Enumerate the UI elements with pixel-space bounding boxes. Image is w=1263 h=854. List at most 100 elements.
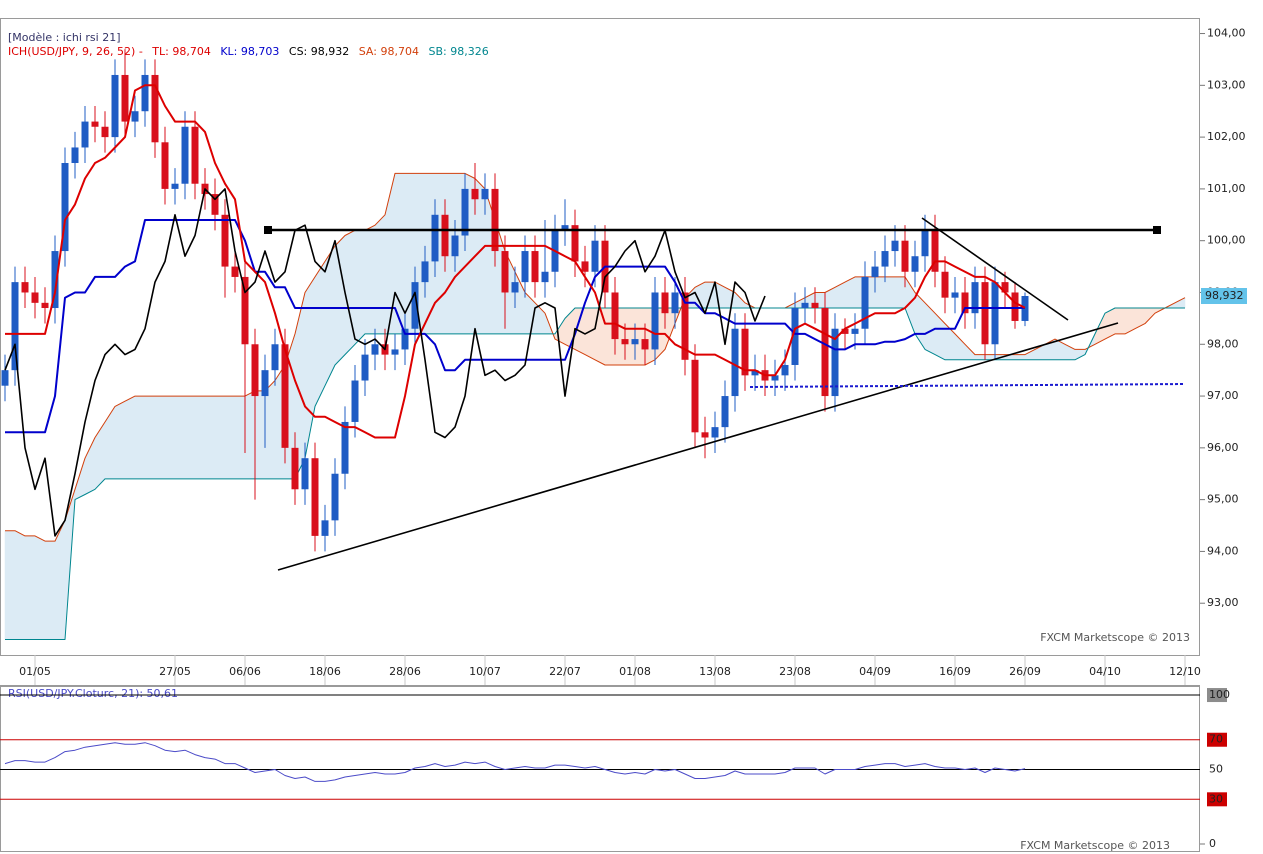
x-tick-label: 04/10 [1089,665,1121,678]
candle-body [901,240,909,272]
y-tick-label: 96,00 [1207,441,1239,454]
cloud-fill [374,214,386,335]
y-tick-label: 70 [1209,733,1223,746]
dotted-level [749,383,1186,388]
candle-body [951,292,959,298]
candle-body [751,370,759,376]
candle-body [11,282,19,371]
x-tick-label: 26/09 [1009,665,1041,678]
x-tick-label: 22/07 [549,665,581,678]
cloud-fill [214,395,226,480]
cloud-fill [894,276,906,309]
tick-box [1207,732,1227,747]
cloud-fill [244,390,256,480]
candle-body [391,349,399,355]
indicator-line [5,219,1026,434]
candle-body [621,339,629,345]
candle-body [171,183,179,189]
candle-body [521,251,529,283]
candle-body [331,473,339,521]
cloud-fill [14,530,26,640]
last-price-box [1201,288,1247,305]
candle-body [921,230,929,257]
cloud-fill [164,395,176,480]
candle-body [941,271,949,298]
x-tick-label: 16/09 [939,665,971,678]
y-tick-label: 98,00 [1207,337,1239,350]
candle-body [571,225,579,262]
candle-body [281,344,289,448]
y-tick-label: 93,00 [1207,596,1239,609]
candle-body [271,344,279,371]
candle-body [1,370,9,386]
cloud-fill [634,307,646,366]
candle-body [501,251,509,293]
cloud-fill [4,530,16,640]
cloud-fill [364,224,376,335]
candle-body [51,251,59,309]
y-tick-label: 102,00 [1207,130,1246,143]
candle-body [21,282,29,293]
cloud-fill [1114,307,1126,335]
candle-body [481,188,489,200]
candle-body [411,282,419,329]
cloud-fill [874,276,886,309]
candle-body [61,163,69,252]
candle-body [221,214,229,267]
descending-line [921,217,1069,321]
y-tick-label: 100,00 [1207,234,1246,247]
candle-body [151,74,159,143]
candle-body [661,292,669,314]
candle-body [31,292,39,303]
source-note: FXCM Marketscope © 2013 [1040,631,1190,644]
x-tick-label: 27/05 [159,665,191,678]
x-tick-label: 01/08 [619,665,651,678]
cloud-fill [334,234,346,366]
line-handle [1153,226,1161,234]
candle-body [91,121,99,127]
candle-body [471,188,479,200]
indicator-line [5,84,1026,439]
candle-body [711,427,719,438]
candle-body [371,344,379,355]
candle-body [671,292,679,314]
candle-body [181,126,189,184]
cloud-fill [204,395,216,480]
indicator-legend: ICH(USD/JPY, 9, 26, 52) - TL: 98,704 KL:… [8,45,489,58]
y-tick-label: 103,00 [1207,78,1246,91]
candle-body [911,256,919,272]
y-tick-label: 50 [1209,763,1223,776]
cloud-fill [24,535,36,640]
cloud-fill [174,395,186,480]
candle-body [871,266,879,277]
candle-body [291,447,299,490]
tick-box [1207,792,1227,807]
candle-body [881,251,889,267]
candle-body [491,188,499,252]
candle-body [261,370,269,397]
tick-box [1207,688,1227,703]
candle-body [321,520,329,536]
support-line [277,322,1119,571]
cloud-fill [224,395,236,480]
cloud-fill [884,276,896,309]
candle-body [651,292,659,350]
senkou-b-line [5,307,1185,640]
senkou-a-line [5,172,1186,542]
candle-body [611,292,619,340]
candle-body [691,359,699,433]
candle-body [311,458,319,536]
legend-item: KL: 98,703 [220,45,279,58]
cloud-fill [194,395,206,480]
x-tick-label: 06/06 [229,665,261,678]
candle-body [721,396,729,428]
model-label: [Modèle : ichi rsi 21] [8,31,121,44]
candle-body [631,339,639,345]
candle-body [361,354,369,381]
candle-body [451,235,459,257]
candle-body [981,282,989,345]
candle-body [681,292,689,360]
candle-body [441,214,449,257]
rsi-panel-frame [0,686,1200,852]
